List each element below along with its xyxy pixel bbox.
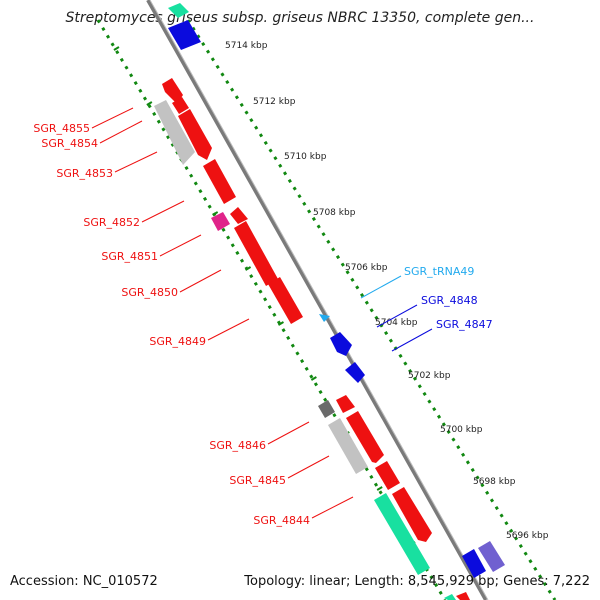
gene-sgr-4855b[interactable] bbox=[172, 97, 189, 114]
scale-label-5712: 5712 kbp bbox=[253, 97, 296, 107]
leader-sgr-4855 bbox=[91, 107, 134, 129]
tick-mark bbox=[212, 211, 219, 216]
gene-sgr-4852[interactable] bbox=[203, 159, 236, 204]
gene-sgr-4855[interactable] bbox=[162, 78, 183, 104]
gene-sgr-4844[interactable] bbox=[392, 487, 432, 542]
scale-label-5696: 5696 kbp bbox=[506, 531, 549, 541]
leader-sgr-4850 bbox=[179, 269, 222, 293]
gene-sgr-4847[interactable] bbox=[345, 362, 365, 383]
scale-labels: 5714 kbp 5712 kbp 5710 kbp 5708 kbp 5706… bbox=[225, 41, 549, 541]
backbone-highlight bbox=[149, 0, 489, 600]
gene-bottom-blue[interactable] bbox=[462, 549, 486, 578]
gene-sgr-4848[interactable] bbox=[330, 332, 352, 356]
scale-label-5698: 5698 kbp bbox=[473, 477, 516, 487]
scale-label-5710: 5710 kbp bbox=[284, 152, 327, 162]
backbone bbox=[146, 0, 489, 600]
tick-mark bbox=[310, 376, 317, 381]
gene-sgr-4844-teal[interactable] bbox=[374, 493, 430, 575]
topology-stats: Topology: linear; Length: 8,545,929 bp; … bbox=[244, 574, 590, 589]
tick-mark bbox=[245, 266, 252, 271]
label-sgr-4848[interactable]: SGR_4848 bbox=[421, 294, 478, 307]
gene-sgr-4850[interactable] bbox=[234, 221, 278, 286]
label-sgr-4846[interactable]: SGR_4846 bbox=[209, 439, 266, 452]
accession-text: Accession: NC_010572 bbox=[10, 574, 158, 589]
leader-sgr-4847 bbox=[391, 328, 433, 352]
scale-label-5708: 5708 kbp bbox=[313, 208, 356, 218]
label-sgr-4847[interactable]: SGR_4847 bbox=[436, 318, 493, 331]
label-sgr-4849[interactable]: SGR_4849 bbox=[149, 335, 206, 348]
scale-label-5714: 5714 kbp bbox=[225, 41, 268, 51]
gene-sgr-4845[interactable] bbox=[346, 411, 384, 463]
leader-sgr-4851 bbox=[159, 234, 202, 257]
leader-sgr-trna49 bbox=[360, 275, 402, 299]
gene-sgr-4845-gray[interactable] bbox=[328, 418, 368, 474]
leader-sgr-4845 bbox=[287, 455, 330, 479]
scale-label-5702: 5702 kbp bbox=[408, 371, 451, 381]
gene-sgr-4845b[interactable] bbox=[375, 461, 400, 490]
tick-mark bbox=[146, 101, 153, 106]
gene-features[interactable] bbox=[154, 3, 505, 600]
label-leaders bbox=[91, 107, 433, 519]
label-sgr-trna49[interactable]: SGR_tRNA49 bbox=[404, 265, 474, 278]
scale-label-5706: 5706 kbp bbox=[345, 263, 388, 273]
leader-sgr-4854 bbox=[99, 120, 143, 144]
gene-bottom-green[interactable] bbox=[444, 594, 456, 600]
leader-sgr-4846 bbox=[267, 421, 310, 445]
gene-top-blue[interactable] bbox=[168, 20, 201, 50]
gene-sgr-4853[interactable] bbox=[154, 100, 195, 165]
label-sgr-4851[interactable]: SGR_4851 bbox=[101, 250, 158, 263]
scale-label-5700: 5700 kbp bbox=[440, 425, 483, 435]
gene-bottom-red[interactable] bbox=[456, 592, 470, 600]
label-sgr-4855[interactable]: SGR_4855 bbox=[33, 122, 90, 135]
gene-sgr-4851[interactable] bbox=[211, 212, 230, 231]
leader-sgr-4844 bbox=[311, 496, 354, 519]
leader-sgr-4849 bbox=[207, 318, 250, 341]
leader-sgr-4848 bbox=[376, 304, 418, 328]
label-sgr-4844[interactable]: SGR_4844 bbox=[253, 514, 310, 527]
gene-labels[interactable]: SGR_4855 SGR_4854 SGR_4853 SGR_4852 SGR_… bbox=[33, 122, 492, 527]
tick-mark bbox=[376, 486, 383, 491]
tick-mark bbox=[113, 46, 120, 51]
label-sgr-4854[interactable]: SGR_4854 bbox=[41, 137, 98, 150]
gene-sgr-4854[interactable] bbox=[178, 109, 212, 160]
label-sgr-4845[interactable]: SGR_4845 bbox=[229, 474, 286, 487]
gene-top-teal[interactable] bbox=[168, 3, 189, 18]
leader-sgr-4852 bbox=[141, 200, 185, 223]
gene-sgr-4846[interactable] bbox=[336, 395, 355, 413]
gene-bottom-purple[interactable] bbox=[478, 541, 505, 572]
backbone-line bbox=[146, 0, 488, 600]
gene-sgr-4851b[interactable] bbox=[230, 207, 248, 224]
scale-label-5704: 5704 kbp bbox=[375, 318, 418, 328]
label-sgr-4850[interactable]: SGR_4850 bbox=[121, 286, 178, 299]
label-sgr-4852[interactable]: SGR_4852 bbox=[83, 216, 140, 229]
tick-mark bbox=[277, 321, 284, 326]
gene-sgr-4849[interactable] bbox=[268, 277, 303, 324]
trna-sgr-trna49[interactable] bbox=[319, 314, 330, 322]
label-sgr-4853[interactable]: SGR_4853 bbox=[56, 167, 113, 180]
leader-sgr-4853 bbox=[114, 151, 158, 173]
right-scale-line bbox=[186, 19, 557, 600]
gene-sgr-4846-gray[interactable] bbox=[318, 400, 335, 418]
